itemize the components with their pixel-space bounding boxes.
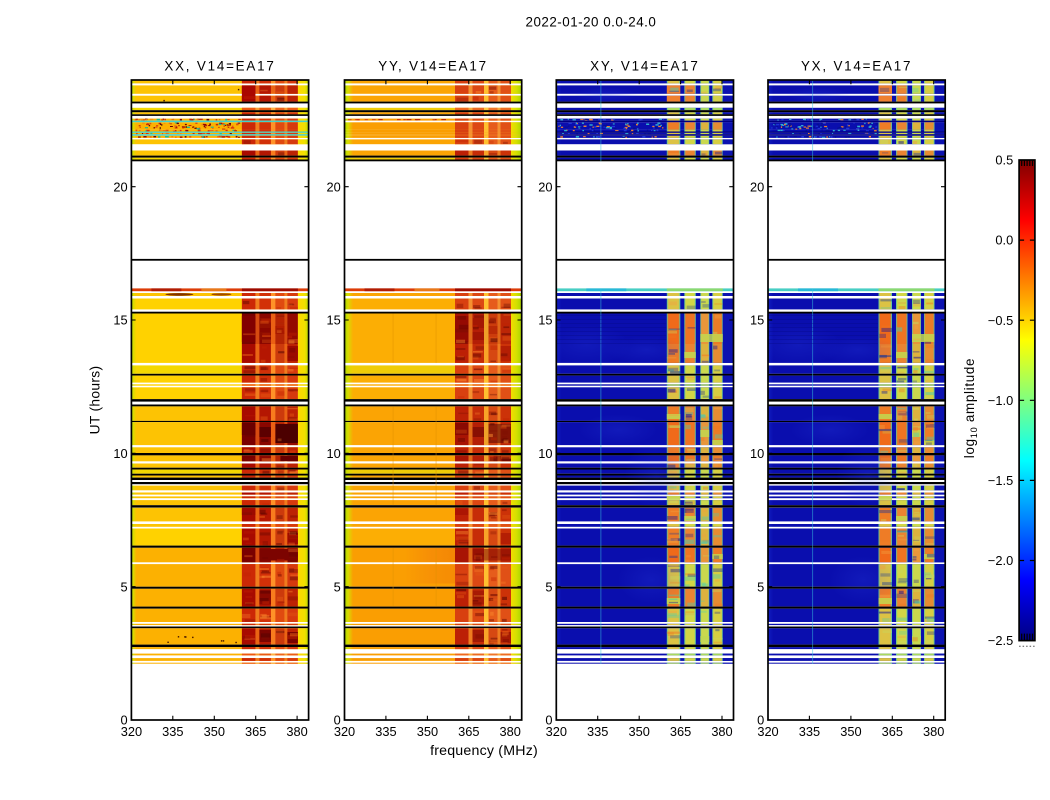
svg-text:365: 365: [245, 724, 266, 739]
svg-text:15: 15: [326, 313, 340, 328]
svg-text:XY, V14=EA17: XY, V14=EA17: [590, 59, 700, 74]
svg-text:UT (hours): UT (hours): [88, 366, 103, 435]
svg-text:20: 20: [326, 179, 340, 194]
svg-text:YX, V14=EA17: YX, V14=EA17: [801, 59, 912, 74]
svg-text:5: 5: [334, 579, 341, 594]
svg-text:335: 335: [799, 724, 820, 739]
svg-text:380: 380: [500, 724, 521, 739]
svg-text:350: 350: [204, 724, 225, 739]
svg-text:365: 365: [670, 724, 691, 739]
svg-text:350: 350: [840, 724, 861, 739]
svg-text:−0.5: −0.5: [988, 313, 1013, 328]
svg-text:0: 0: [120, 713, 127, 728]
svg-text:10: 10: [538, 446, 552, 461]
svg-text:320: 320: [757, 724, 778, 739]
svg-text:frequency (MHz): frequency (MHz): [430, 743, 538, 759]
svg-text:365: 365: [882, 724, 903, 739]
svg-text:YY, V14=EA17: YY, V14=EA17: [378, 59, 488, 74]
svg-text:320: 320: [546, 724, 567, 739]
svg-text:335: 335: [375, 724, 396, 739]
svg-text:365: 365: [458, 724, 479, 739]
svg-text:−1.5: −1.5: [988, 473, 1013, 488]
svg-text:0: 0: [334, 713, 341, 728]
svg-text:0: 0: [757, 713, 764, 728]
svg-text:15: 15: [750, 313, 764, 328]
svg-text:350: 350: [417, 724, 438, 739]
svg-text:380: 380: [923, 724, 944, 739]
svg-text:335: 335: [162, 724, 183, 739]
svg-text:XX, V14=EA17: XX, V14=EA17: [164, 59, 275, 74]
svg-text:15: 15: [113, 313, 127, 328]
svg-text:0.5: 0.5: [995, 153, 1013, 168]
svg-text:5: 5: [757, 579, 764, 594]
svg-text:10: 10: [326, 446, 340, 461]
svg-text:2022-01-20 0.0-24.0: 2022-01-20 0.0-24.0: [526, 14, 657, 29]
svg-text:0: 0: [545, 713, 552, 728]
svg-text:−1.0: −1.0: [988, 393, 1013, 408]
svg-text:20: 20: [538, 179, 552, 194]
svg-text:335: 335: [587, 724, 608, 739]
svg-text:5: 5: [120, 579, 127, 594]
svg-text:20: 20: [750, 179, 764, 194]
svg-text:380: 380: [711, 724, 732, 739]
svg-text:−2.0: −2.0: [988, 553, 1013, 568]
svg-text:10: 10: [113, 446, 127, 461]
svg-text:350: 350: [629, 724, 650, 739]
svg-text:15: 15: [538, 313, 552, 328]
svg-text:−2.5: −2.5: [988, 633, 1013, 648]
svg-text:10: 10: [750, 446, 764, 461]
svg-text:320: 320: [121, 724, 142, 739]
svg-text:20: 20: [113, 179, 127, 194]
svg-text:320: 320: [334, 724, 355, 739]
svg-text:380: 380: [286, 724, 307, 739]
svg-text:log10 amplitude: log10 amplitude: [962, 358, 979, 458]
svg-text:5: 5: [545, 579, 552, 594]
svg-text:0.0: 0.0: [995, 233, 1013, 248]
